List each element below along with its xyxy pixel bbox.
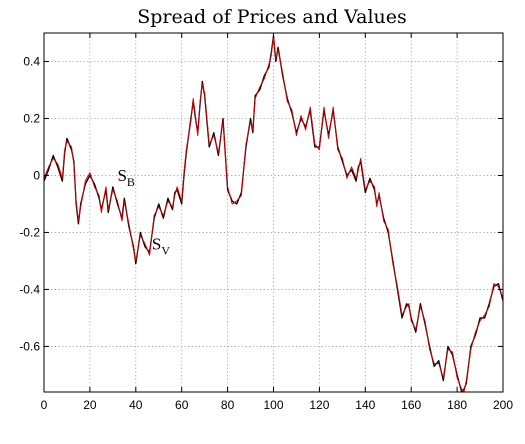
- y-tick-label: 0.2: [23, 111, 40, 125]
- y-tick-label: -0.6: [19, 339, 40, 353]
- x-tick-label: 60: [175, 398, 189, 412]
- series-annotation: SV: [152, 235, 170, 258]
- x-tick-label: 120: [309, 398, 329, 412]
- x-tick-label: 40: [129, 398, 143, 412]
- annotation-symbol: S: [117, 166, 126, 185]
- x-axis-tick-labels: 0 20 40 60 80 100 120 140 160 180 200: [41, 398, 514, 412]
- x-tick-label: 0: [41, 398, 48, 412]
- y-tick-label: 0: [33, 168, 40, 182]
- x-tick-label: 200: [493, 398, 513, 412]
- x-tick-label: 160: [401, 398, 421, 412]
- x-tick-label: 140: [355, 398, 375, 412]
- y-tick-label: -0.2: [19, 225, 40, 239]
- series-lines: [43, 35, 504, 393]
- x-tick-label: 80: [221, 398, 235, 412]
- axis-ticks: [43, 33, 504, 392]
- x-tick-label: 100: [263, 398, 283, 412]
- annotation-symbol: S: [152, 235, 161, 254]
- y-tick-label: -0.4: [19, 282, 40, 296]
- x-tick-label: 20: [83, 398, 97, 412]
- y-tick-label: 0.4: [23, 54, 40, 68]
- chart-title: Spread of Prices and Values: [137, 6, 407, 28]
- grid-lines: [44, 33, 503, 392]
- x-tick-label: 180: [447, 398, 467, 412]
- annotation-subscript: V: [161, 244, 170, 258]
- series-annotation: SB: [117, 166, 134, 189]
- series-line-2: [43, 35, 504, 393]
- y-axis-tick-labels: 0.4 0.2 0 -0.2 -0.4 -0.6: [19, 54, 40, 353]
- annotation-subscript: B: [127, 175, 135, 189]
